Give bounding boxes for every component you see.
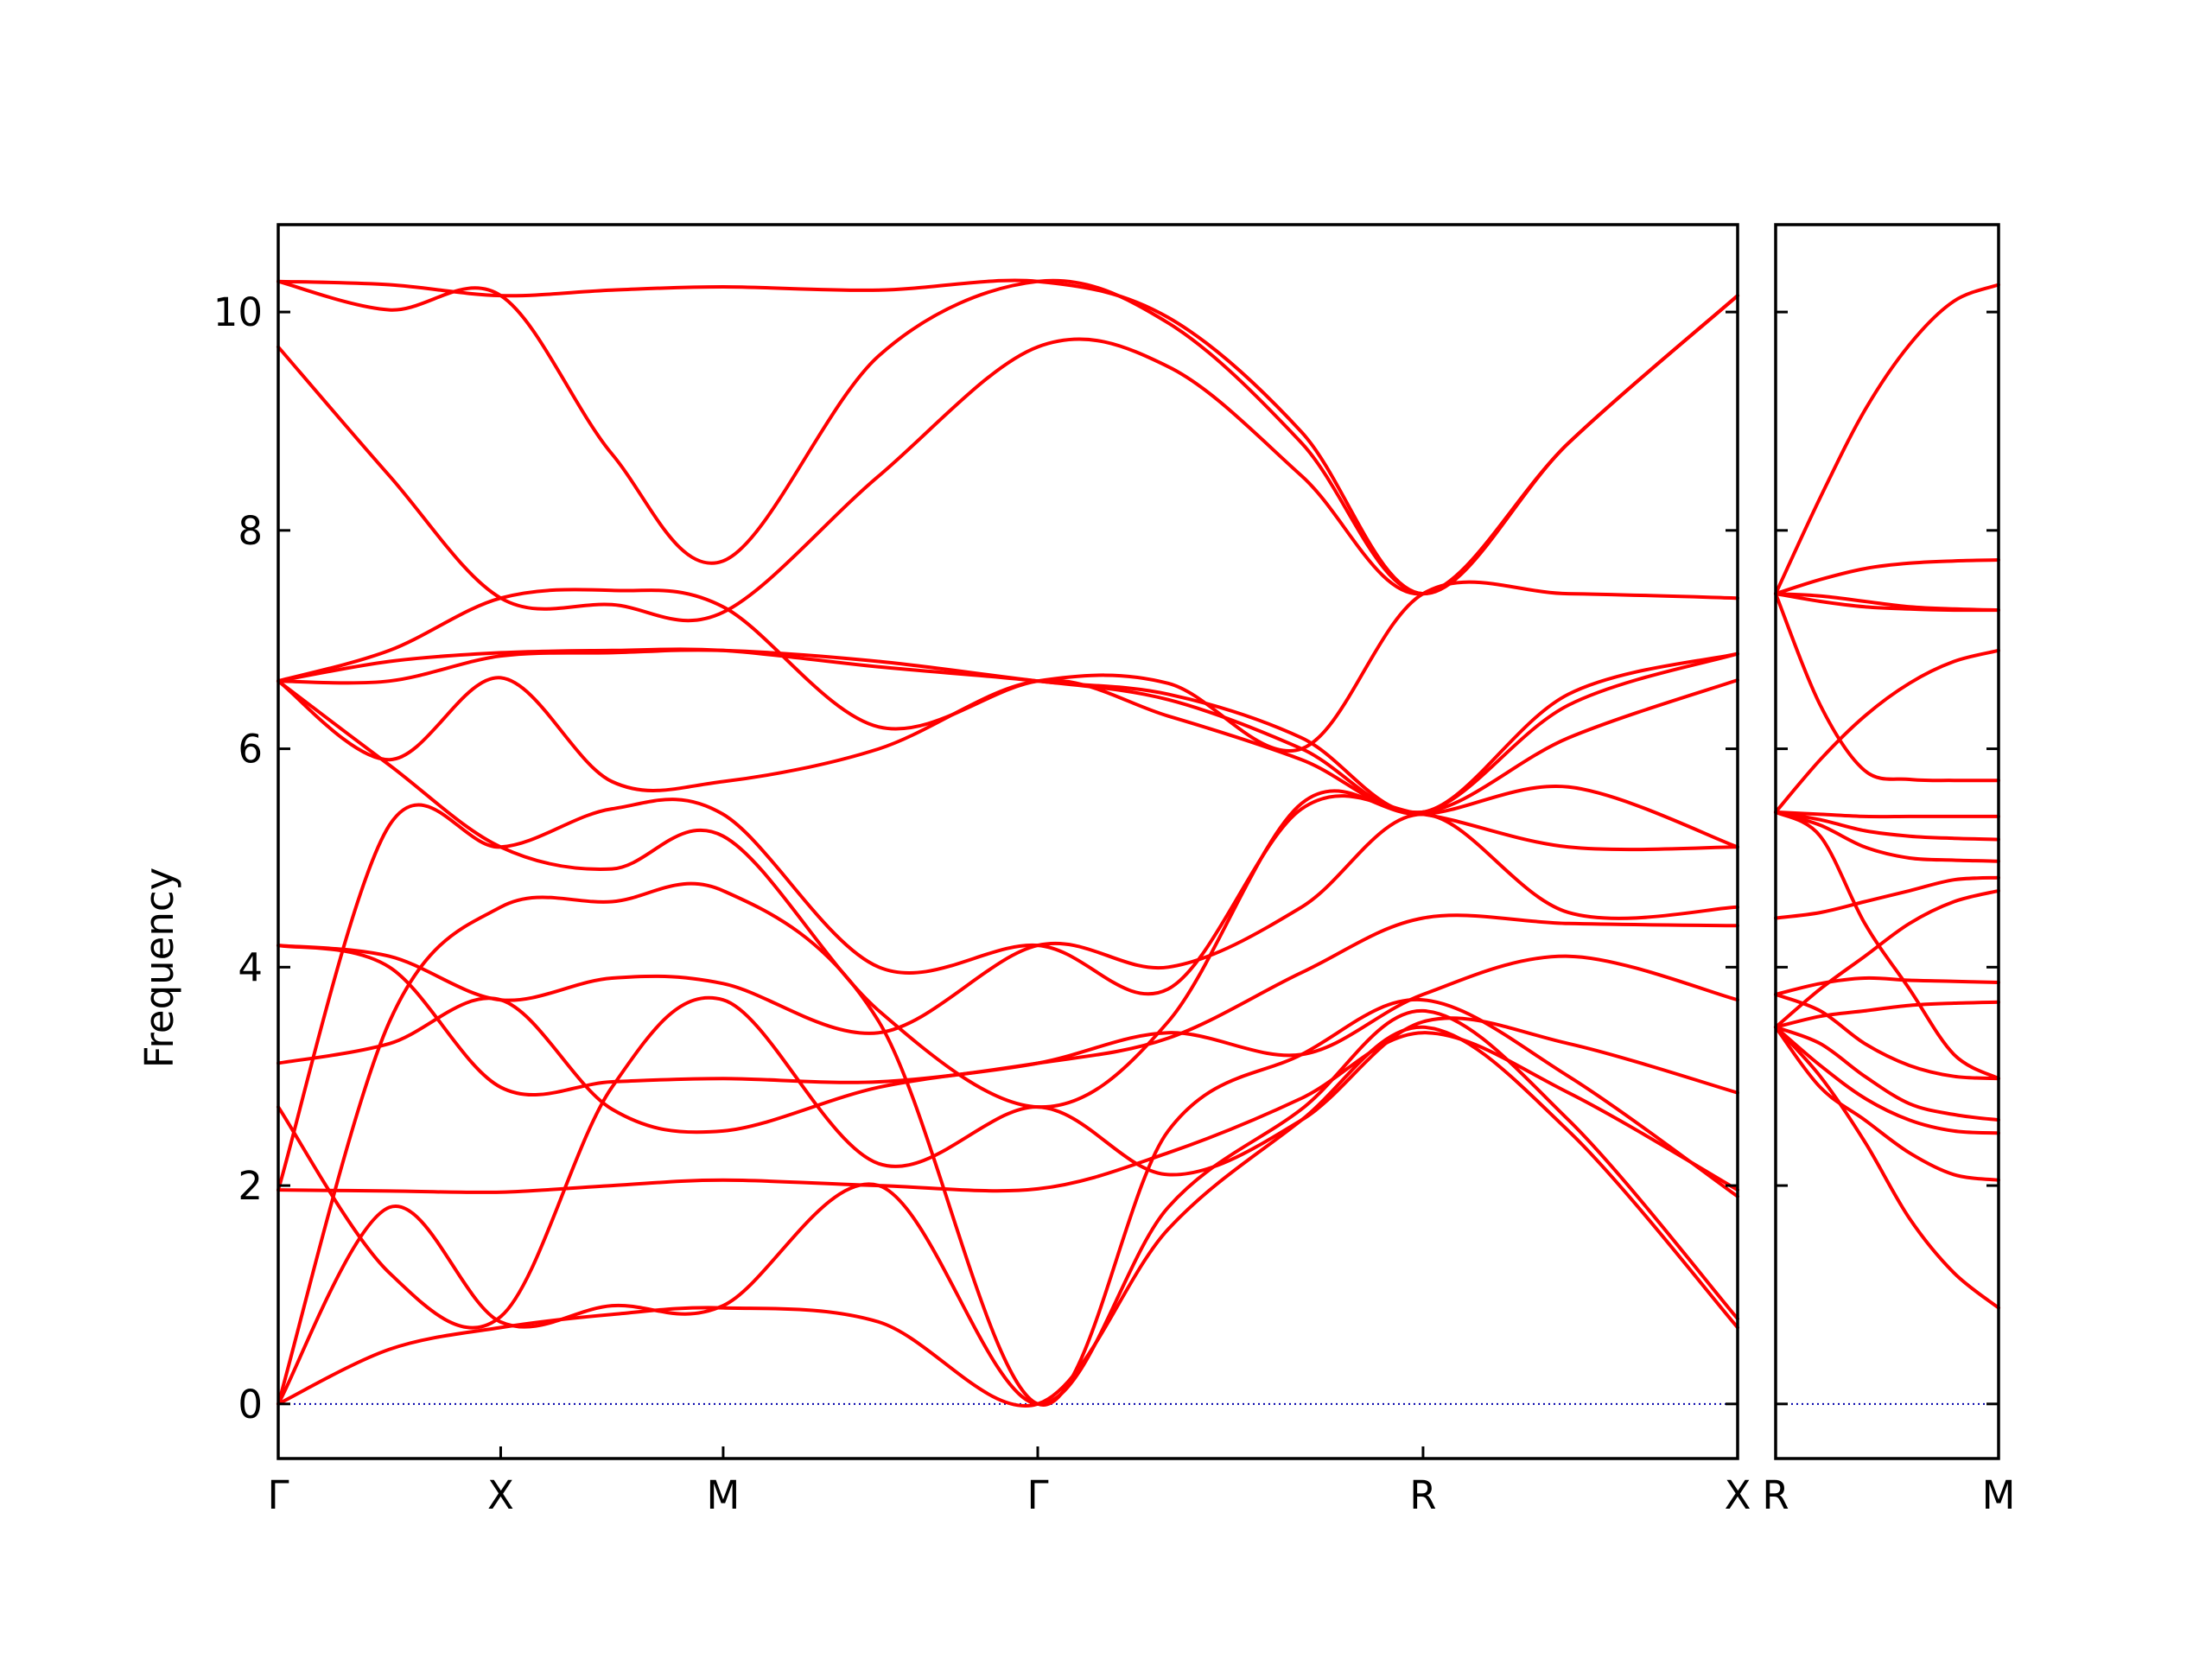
- x-tick-label: Γ: [1027, 1472, 1048, 1518]
- x-tick-label: R: [1409, 1472, 1436, 1518]
- band-line: [276, 580, 1739, 753]
- y-tick-label: 2: [238, 1163, 263, 1209]
- band-line: [276, 679, 1739, 1109]
- band-line: [1774, 592, 2000, 783]
- y-axis-label: Frequency: [137, 868, 182, 1068]
- band-line: [1774, 283, 2000, 596]
- band-line: [1774, 1025, 2000, 1135]
- x-tick-label: Γ: [267, 1472, 289, 1518]
- band-line: [276, 1031, 1739, 1194]
- x-tick-label: R: [1762, 1472, 1789, 1518]
- y-tick-label: 4: [238, 944, 263, 990]
- band-line: [1774, 1025, 2000, 1122]
- x-tick-label: M: [707, 1472, 741, 1518]
- y-tick-label: 10: [213, 289, 263, 335]
- band-line: [1774, 976, 2000, 996]
- band-line: [1774, 1000, 2000, 1029]
- band-line: [276, 881, 1739, 1407]
- band-line: [1774, 810, 2000, 863]
- panel-main: 0 2 4 6 8 10 Γ X M Γ R X: [213, 223, 1751, 1518]
- x-tick-label: X: [487, 1472, 514, 1518]
- x-tick-label: X: [1725, 1472, 1751, 1518]
- band-line: [1774, 558, 2000, 596]
- band-line: [1774, 592, 2000, 613]
- band-line: [276, 278, 1739, 596]
- band-line: [276, 794, 1739, 1192]
- band-line: [1774, 888, 2000, 1029]
- band-line: [1774, 875, 2000, 920]
- y-tick-label: 8: [238, 508, 263, 554]
- band-line: [1774, 810, 2000, 819]
- band-line: [276, 294, 1739, 623]
- band-line: [276, 648, 1739, 815]
- band-line: [276, 995, 1739, 1330]
- y-tick-label: 6: [238, 727, 263, 772]
- y-tick-label: 0: [238, 1382, 263, 1427]
- band-line: [276, 812, 1739, 1035]
- band-line: [276, 278, 1739, 596]
- band-line: [1774, 648, 2000, 814]
- axes-frame: [276, 223, 1739, 1460]
- band-line: [276, 913, 1739, 1096]
- band-line: [1774, 810, 2000, 842]
- band-line: [1774, 810, 2000, 1081]
- x-tick-label: M: [1982, 1472, 2016, 1518]
- band-line: [1774, 1025, 2000, 1182]
- band-line: [1774, 992, 2000, 1081]
- band-line: [1774, 1025, 2000, 1310]
- band-line: [276, 647, 1739, 815]
- axes-frame: [1774, 223, 2000, 1460]
